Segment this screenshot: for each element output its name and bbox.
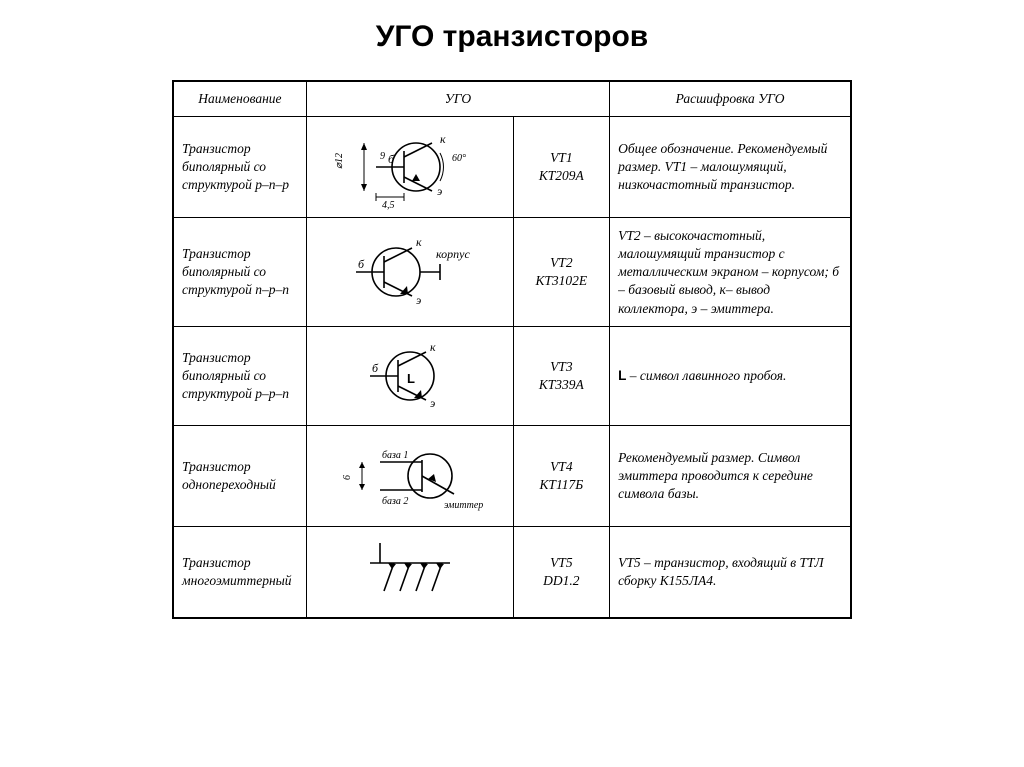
svg-text:база 2: база 2 (382, 496, 408, 507)
transistor-desc: Общее обозначение. Рекомендуемый размер.… (610, 117, 851, 218)
transistor-desc: VT2 – высокочастотный, малошумящий транз… (610, 218, 851, 327)
transistor-code: VT3 КТ339А (513, 327, 610, 426)
svg-text:9: 9 (380, 151, 385, 162)
transistor-symbol: к б э корпус (306, 218, 513, 327)
transistor-name: Транзистор биполярный со структурой p–p–… (173, 327, 306, 426)
col-header-name: Наименование (173, 81, 306, 117)
transistor-name: Транзистор биполярный со структурой p–n–… (173, 117, 306, 218)
svg-text:4,5: 4,5 (382, 200, 395, 211)
svg-text:6: 6 (342, 475, 353, 480)
transistor-symbol: база 1 база 2 эмиттер 6 (306, 426, 513, 527)
table-row: Транзистор многоэмиттерный (173, 527, 851, 619)
transistor-table: Наименование УГО Расшифровка УГО Транзис… (172, 80, 852, 619)
transistor-symbol: к б э 9 4,5 ⌀12 60° (306, 117, 513, 218)
svg-text:б: б (358, 257, 365, 271)
transistor-desc: L – символ лавинного пробоя. (610, 327, 851, 426)
col-header-symbol: УГО (306, 81, 609, 117)
table-row: Транзистор биполярный со структурой n–p–… (173, 218, 851, 327)
transistor-code: VT2 КТ3102Е (513, 218, 610, 327)
transistor-code: VT4 КТ117Б (513, 426, 610, 527)
table-header-row: Наименование УГО Расшифровка УГО (173, 81, 851, 117)
svg-text:L: L (407, 371, 415, 386)
svg-text:эмиттер: эмиттер (444, 500, 483, 511)
transistor-code: VT1 КТ209А (513, 117, 610, 218)
transistor-name: Транзистор многоэмиттерный (173, 527, 306, 619)
transistor-desc: VT5 – транзистор, входящий в ТТЛ сборку … (610, 527, 851, 619)
transistor-symbol (306, 527, 513, 619)
col-header-desc: Расшифровка УГО (610, 81, 851, 117)
svg-text:к: к (416, 235, 422, 249)
svg-text:база 1: база 1 (382, 450, 408, 461)
transistor-desc: Рекомендуемый размер. Символ эмиттера пр… (610, 426, 851, 527)
svg-text:э: э (416, 293, 421, 307)
svg-text:э: э (430, 396, 435, 410)
svg-text:к: к (440, 132, 446, 146)
transistor-code: VT5 DD1.2 (513, 527, 610, 619)
svg-text:к: к (430, 340, 436, 354)
transistor-name: Транзистор биполярный со структурой n–p–… (173, 218, 306, 327)
svg-text:б: б (372, 361, 379, 375)
transistor-symbol: к б э L (306, 327, 513, 426)
svg-text:корпус: корпус (436, 247, 470, 261)
svg-text:б: б (388, 152, 395, 166)
transistor-name: Транзистор однопереходный (173, 426, 306, 527)
svg-text:э: э (437, 184, 442, 198)
svg-text:60°: 60° (452, 153, 466, 164)
table-row: Транзистор биполярный со структурой p–p–… (173, 327, 851, 426)
table-row: Транзистор однопереходный (173, 426, 851, 527)
svg-text:⌀12: ⌀12 (334, 153, 345, 169)
table-row: Транзистор биполярный со структурой p–n–… (173, 117, 851, 218)
page-title: УГО транзисторов (0, 20, 1024, 54)
